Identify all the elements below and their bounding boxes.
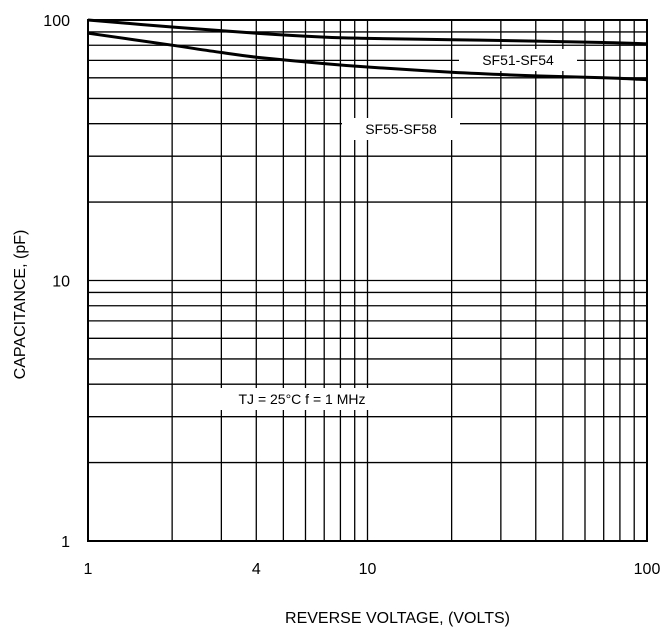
curve-labels: SF51-SF54 SF55-SF58 TJ = 25°C f = 1 MHz bbox=[208, 49, 577, 410]
x-tick-label: 4 bbox=[252, 561, 261, 578]
x-tick-label: 1 bbox=[84, 561, 93, 578]
series-label-sf55-sf58: SF55-SF58 bbox=[365, 121, 437, 137]
y-tick-label: 100 bbox=[43, 13, 70, 30]
series-line-1 bbox=[87, 31, 648, 82]
series-line-0 bbox=[87, 18, 648, 46]
conditions-annotation: TJ = 25°C f = 1 MHz bbox=[239, 391, 366, 407]
y-tick-label: 10 bbox=[52, 274, 70, 291]
series-label-sf51-sf54-background bbox=[459, 49, 577, 71]
gridlines bbox=[87, 19, 648, 542]
series-label-sf51-sf54: SF51-SF54 bbox=[482, 52, 554, 68]
conditions-annotation-background bbox=[208, 388, 396, 410]
y-tick-label: 1 bbox=[61, 534, 70, 551]
curves bbox=[87, 18, 648, 82]
x-tick-label: 10 bbox=[359, 561, 377, 578]
x-axis-title: REVERSE VOLTAGE, (VOLTS) bbox=[285, 610, 510, 627]
series-label-sf55-sf58-background bbox=[342, 118, 460, 140]
tick-labels: 1 4 10 100 1 10 100 bbox=[43, 13, 660, 578]
plot-frame bbox=[87, 19, 648, 542]
x-tick-label: 100 bbox=[634, 561, 661, 578]
y-axis-title: CAPACITANCE, (pF) bbox=[12, 230, 29, 380]
